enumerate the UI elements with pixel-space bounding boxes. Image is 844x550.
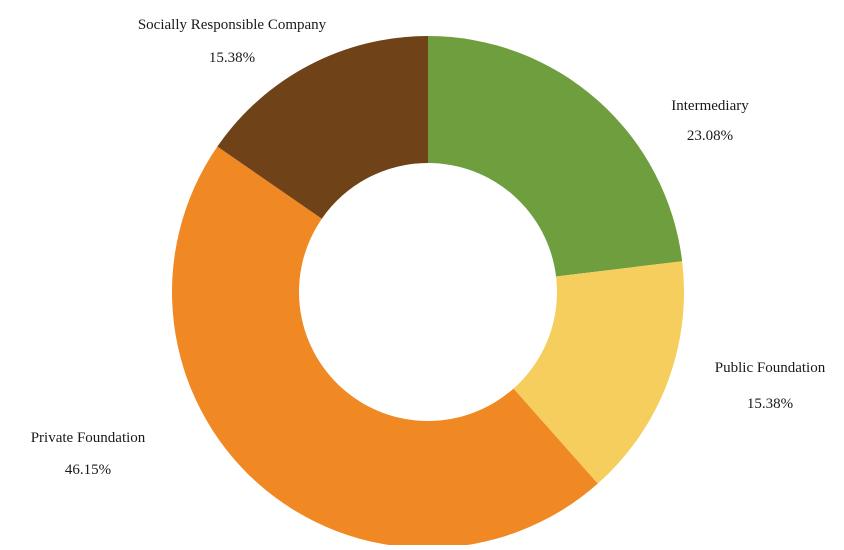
slice-socially-responsible-company <box>217 36 428 219</box>
slice-public-foundation <box>513 261 684 484</box>
slice-value-socially-responsible-company: 15.38% <box>209 50 255 66</box>
slice-label-intermediary: Intermediary <box>671 98 749 114</box>
slice-label-private-foundation: Private Foundation <box>31 430 146 446</box>
slice-label-socially-responsible-company: Socially Responsible Company <box>138 17 327 33</box>
slice-private-foundation <box>171 146 598 549</box>
slice-value-intermediary: 23.08% <box>687 128 733 144</box>
slices-group <box>171 36 684 549</box>
slice-value-public-foundation: 15.38% <box>747 396 793 412</box>
slice-value-private-foundation: 46.15% <box>65 462 111 478</box>
slice-label-public-foundation: Public Foundation <box>715 360 826 376</box>
labels-group: Intermediary 23.08% Public Foundation 15.38… <box>31 17 826 478</box>
slice-intermediary <box>428 36 683 277</box>
